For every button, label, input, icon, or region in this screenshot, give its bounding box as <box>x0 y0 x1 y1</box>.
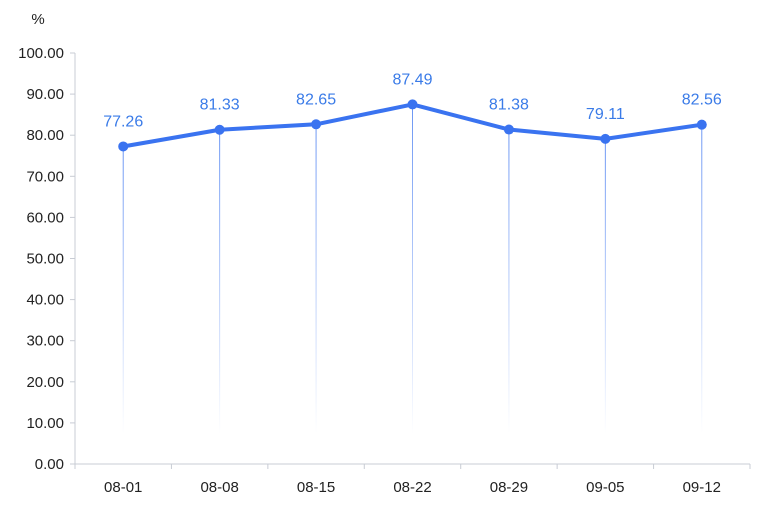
data-label: 81.38 <box>489 97 529 114</box>
x-tick-label: 09-12 <box>683 479 721 496</box>
data-point[interactable] <box>600 133 611 144</box>
drop-line <box>122 146 124 434</box>
y-tick-label: 50.00 <box>26 251 64 268</box>
data-point[interactable] <box>214 124 225 135</box>
x-axis: 08-01 08-08 08-15 08-22 08-29 09-05 09-12 <box>74 463 751 496</box>
data-label: 79.11 <box>586 106 625 123</box>
data-label: 77.26 <box>103 113 143 130</box>
drop-line <box>412 104 413 434</box>
data-label: 82.56 <box>682 92 722 109</box>
y-tick-label: 40.00 <box>26 292 64 309</box>
data-labels: 77.26 81.33 82.65 87.49 81.38 79.11 82.56 <box>103 71 722 130</box>
drop-line <box>219 129 221 434</box>
x-tick-label: 08-15 <box>297 479 335 496</box>
y-tick-label: 70.00 <box>26 168 64 185</box>
y-tick-label: 0.00 <box>35 456 64 473</box>
drop-line <box>701 124 703 434</box>
data-label: 87.49 <box>392 71 432 88</box>
x-tick-label: 09-05 <box>586 479 624 496</box>
y-axis: 0.00 10.00 20.00 30.00 40.00 50.00 60.00 70.00 8… <box>18 45 76 473</box>
data-point[interactable] <box>311 119 322 130</box>
data-label: 82.65 <box>296 91 336 108</box>
data-point[interactable] <box>503 124 514 135</box>
y-tick-label: 10.00 <box>26 415 64 432</box>
drop-line <box>315 124 317 434</box>
x-tick-label: 08-08 <box>200 479 238 496</box>
y-tick-label: 30.00 <box>26 333 64 350</box>
series <box>118 99 707 152</box>
y-tick-label: 90.00 <box>26 86 64 103</box>
drop-lines <box>122 104 703 434</box>
x-tick-label: 08-22 <box>393 479 431 496</box>
data-point[interactable] <box>696 119 707 130</box>
x-tick-label: 08-01 <box>104 479 142 496</box>
y-tick-label: 80.00 <box>26 127 64 144</box>
drop-line <box>508 129 510 434</box>
y-tick-label: 100.00 <box>18 45 64 62</box>
data-point[interactable] <box>118 141 129 152</box>
y-unit-label: % <box>31 11 44 28</box>
y-tick-label: 60.00 <box>26 209 64 226</box>
y-tick-label: 20.00 <box>26 374 64 391</box>
data-point[interactable] <box>407 99 418 110</box>
drop-line <box>604 138 606 434</box>
data-label: 81.33 <box>200 97 240 114</box>
x-tick-label: 08-29 <box>490 479 528 496</box>
